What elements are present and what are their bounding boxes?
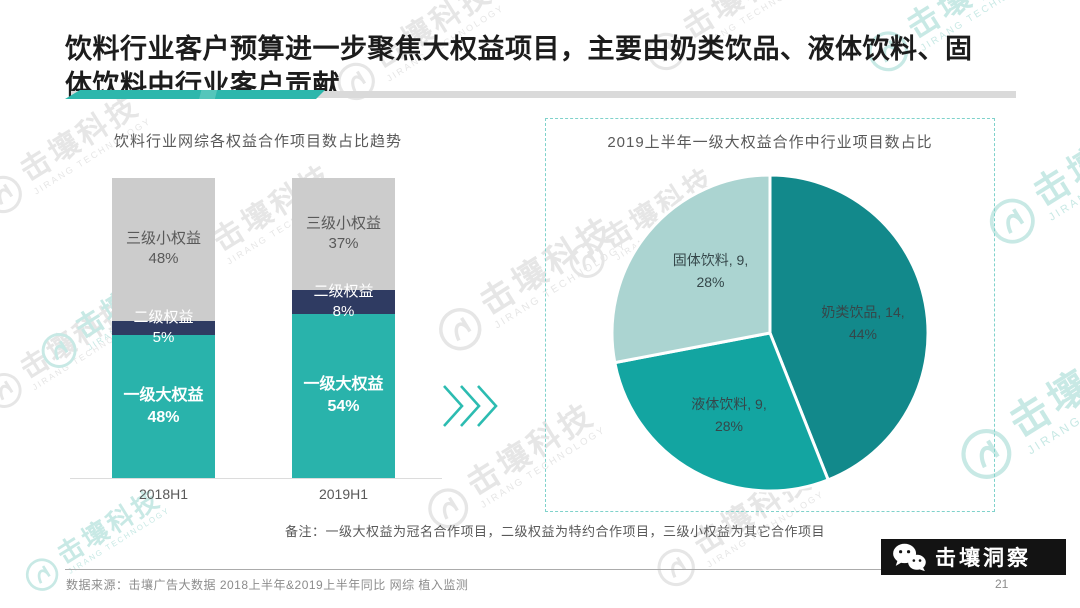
title-underline-teal	[65, 90, 325, 99]
segment-series-name: 二级权益	[313, 283, 374, 301]
bar-2019H1-segment-tier3: 三级小权益 37%	[292, 178, 395, 291]
brand-badge: 击壤洞察	[881, 539, 1066, 575]
brand-badge-label: 击壤洞察	[935, 547, 1031, 570]
bar-2019H1-segment-tier1: 一级大权益 54%	[292, 314, 395, 478]
wechat-icon	[893, 543, 926, 572]
segment-label: 二级权益 8%	[286, 282, 401, 322]
page-number: 21	[995, 577, 1009, 591]
jirang-logo-icon	[657, 548, 695, 587]
segment-value: 37%	[328, 235, 359, 253]
bar-chart: 饮料行业网综各权益合作项目数占比趋势 三级小权益 48% 二级权益 5% 一级大…	[70, 130, 446, 510]
segment-series-name: 二级权益	[133, 308, 194, 326]
segment-label: 三级小权益 37%	[286, 214, 401, 254]
x-axis-label-2019H1: 2019H1	[318, 486, 369, 502]
bar-2019H1: 三级小权益 37% 二级权益 8% 一级大权益 54%	[292, 178, 395, 478]
pie-slice-奶类饮品	[768, 173, 930, 482]
bar-chart-title: 饮料行业网综各权益合作项目数占比趋势	[113, 133, 402, 150]
segment-value: 48%	[147, 408, 180, 426]
jirang-logo-icon	[25, 558, 59, 591]
footnote: 备注：一级大权益为冠名合作项目，二级权益为特约合作项目，三级小权益为其它合作项目	[285, 524, 826, 539]
segment-series-name: 三级小权益	[305, 215, 381, 233]
bar-2018H1-segment-tier2: 二级权益 5%	[112, 309, 215, 346]
segment-value: 8%	[332, 303, 355, 321]
segment-series-name: 一级大权益	[123, 386, 204, 404]
segment-label: 二级权益 5%	[106, 308, 221, 348]
x-axis-label-2018H1: 2018H1	[138, 486, 189, 502]
pie-label-solid-drink: 固体饮料, 9, 28%	[672, 252, 749, 290]
title-underline-gray	[71, 91, 1016, 98]
chevron-right-arrows-icon	[441, 383, 501, 434]
pie-slice-固体饮料	[610, 173, 772, 365]
segment-label: 三级小权益 48%	[106, 229, 221, 269]
segment-label: 一级大权益 54%	[286, 374, 401, 418]
segment-series-name: 一级大权益	[303, 376, 384, 394]
pie-label-liquid-drink: 液体饮料, 9, 28%	[691, 396, 767, 434]
title-underline	[65, 90, 1016, 99]
pie-chart-panel: 2019上半年一级大权益合作中行业项目数占比 固体饮料, 9, 28% 奶类饮品…	[545, 118, 995, 512]
bar-2018H1-segment-tier1: 一级大权益 48%	[112, 335, 215, 478]
pie-label-milk-drink: 奶类饮品, 14, 44%	[821, 304, 905, 342]
segment-value: 54%	[327, 398, 360, 416]
pie-chart-title: 2019上半年一级大权益合作中行业项目数占比	[607, 134, 933, 151]
segment-series-name: 三级小权益	[125, 230, 201, 248]
pie-svg	[610, 173, 930, 493]
footer-divider	[65, 569, 1016, 570]
page-title: 饮料行业客户预算进一步聚焦大权益项目，主要由奶类饮品、液体饮料、固体饮料中行业客…	[65, 34, 973, 100]
bar-2018H1-segment-tier3: 三级小权益 48%	[112, 177, 215, 321]
jirang-logo-icon	[0, 373, 22, 408]
pie-slice-液体饮料	[613, 331, 831, 493]
data-source: 数据来源：击壤广告大数据 2018上半年&2019上半年同比 网综 植入监测	[66, 578, 469, 592]
x-axis-line	[70, 478, 442, 479]
segment-value: 5%	[152, 328, 175, 346]
jirang-logo-icon	[0, 175, 22, 214]
segment-value: 48%	[148, 250, 179, 268]
bar-2018H1: 三级小权益 48% 二级权益 5% 一级大权益 48%	[112, 177, 215, 478]
segment-label: 一级大权益 48%	[106, 385, 221, 429]
bar-2019H1-segment-tier2: 二级权益 8%	[292, 283, 395, 320]
